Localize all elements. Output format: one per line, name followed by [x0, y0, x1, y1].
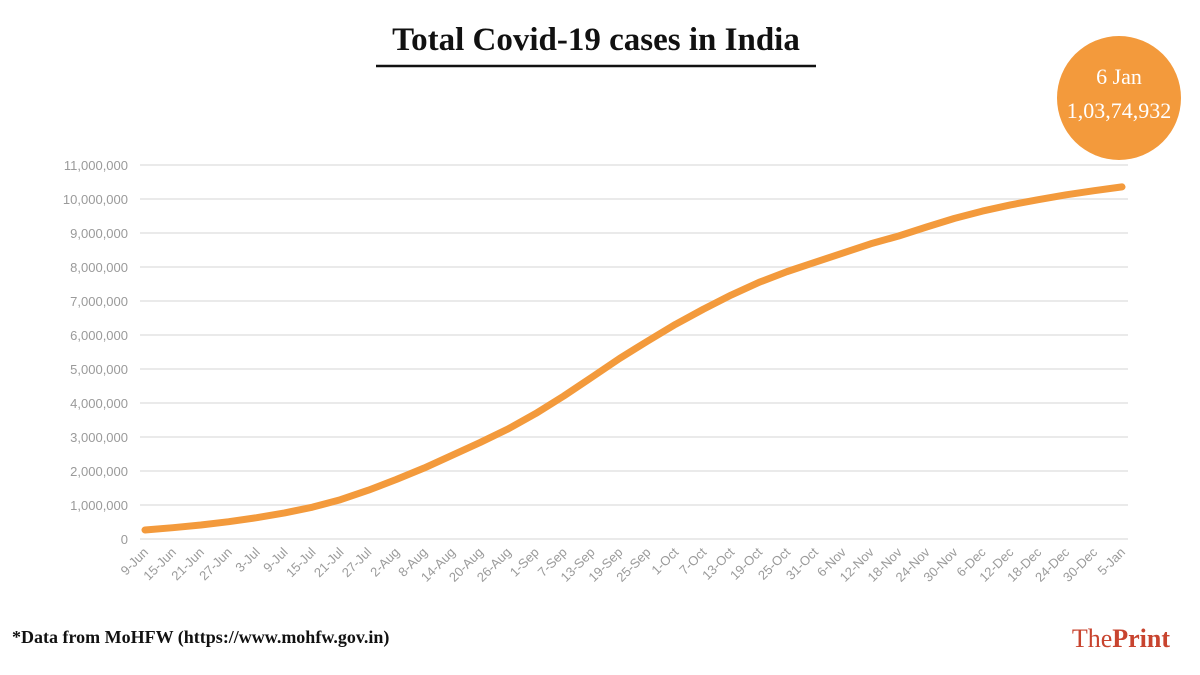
y-tick-label: 7,000,000 [70, 294, 128, 309]
callout-date: 6 Jan [1096, 64, 1142, 89]
y-tick-label: 8,000,000 [70, 260, 128, 275]
x-tick-label: 5-Jan [1095, 545, 1129, 579]
x-tick-label: 2-Aug [367, 545, 402, 580]
y-tick-label: 3,000,000 [70, 430, 128, 445]
logo: ThePrint [1072, 624, 1171, 653]
x-tick-label: 15-Jul [283, 544, 319, 580]
y-tick-label: 4,000,000 [70, 396, 128, 411]
line [141, 183, 1126, 534]
x-tick-label: 1-Sep [507, 545, 542, 580]
y-tick-label: 10,000,000 [63, 192, 128, 207]
y-tick-label: 11,000,000 [64, 158, 128, 173]
callout-circle [1057, 36, 1181, 160]
x-tick-label: 1-Oct [648, 544, 681, 577]
y-tick-label: 1,000,000 [70, 498, 128, 513]
y-tick-label: 6,000,000 [70, 328, 128, 343]
y-tick-label: 9,000,000 [70, 226, 128, 241]
chart-title: Total Covid-19 cases in India [392, 22, 800, 58]
x-tick-label: 21-Jul [311, 544, 347, 580]
logo-print: Print [1112, 624, 1170, 653]
source-note: *Data from MoHFW (https://www.mohfw.gov.… [12, 627, 389, 648]
y-tick-label: 5,000,000 [70, 362, 128, 377]
x-tick-label: 27-Jul [339, 544, 375, 580]
x-tick-label: 3-Jul [232, 544, 263, 575]
x-tick-label: 31-Oct [783, 544, 821, 582]
logo-the: The [1072, 624, 1112, 653]
callout-value: 1,03,74,932 [1067, 98, 1172, 123]
y-tick-label: 0 [121, 532, 128, 547]
y-tick-label: 2,000,000 [70, 464, 128, 479]
